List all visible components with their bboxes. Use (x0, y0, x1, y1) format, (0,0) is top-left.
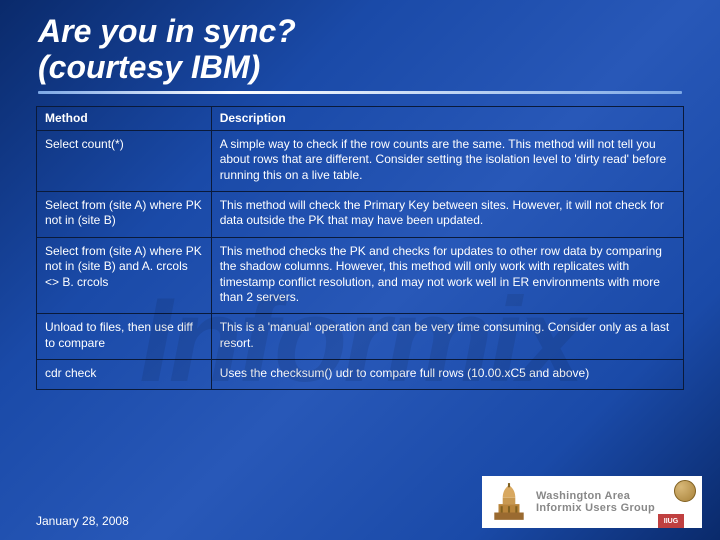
table-container: Method Description Select count(*) A sim… (0, 100, 720, 391)
header-method: Method (37, 106, 212, 130)
cell-description: Uses the checksum() udr to compare full … (211, 359, 683, 389)
header-description: Description (211, 106, 683, 130)
cell-description: This is a 'manual' operation and can be … (211, 314, 683, 360)
footer-date: January 28, 2008 (36, 514, 129, 528)
methods-table: Method Description Select count(*) A sim… (36, 106, 684, 391)
cell-method: Select from (site A) where PK not in (si… (37, 237, 212, 313)
slide-footer: January 28, 2008 Washington Area Informi… (36, 476, 702, 528)
title-line-1: Are you in sync? (38, 13, 296, 49)
iiug-badge: IIUG (658, 514, 684, 528)
table-row: Select from (site A) where PK not in (si… (37, 237, 684, 313)
slide-header: Are you in sync? (courtesy IBM) (0, 0, 720, 100)
cell-method: Select from (site A) where PK not in (si… (37, 192, 212, 238)
table-row: Select from (site A) where PK not in (si… (37, 192, 684, 238)
logo-text: Washington Area Informix Users Group (536, 490, 668, 514)
cell-description: This method will check the Primary Key b… (211, 192, 683, 238)
table-row: Select count(*) A simple way to check if… (37, 131, 684, 192)
logo-line-1: Washington Area (536, 490, 668, 502)
cell-method: Unload to files, then use diff to compar… (37, 314, 212, 360)
cell-method: cdr check (37, 359, 212, 389)
cell-method: Select count(*) (37, 131, 212, 192)
cell-description: A simple way to check if the row counts … (211, 131, 683, 192)
table-row: Unload to files, then use diff to compar… (37, 314, 684, 360)
title-underline (38, 91, 682, 94)
globe-icon (674, 480, 696, 502)
table-row: cdr check Uses the checksum() udr to com… (37, 359, 684, 389)
table-header-row: Method Description (37, 106, 684, 130)
slide-title: Are you in sync? (courtesy IBM) (38, 14, 682, 86)
logo-line-2: Informix Users Group (536, 502, 668, 514)
capitol-icon (488, 481, 530, 523)
cell-description: This method checks the PK and checks for… (211, 237, 683, 313)
title-line-2: (courtesy IBM) (38, 49, 260, 85)
